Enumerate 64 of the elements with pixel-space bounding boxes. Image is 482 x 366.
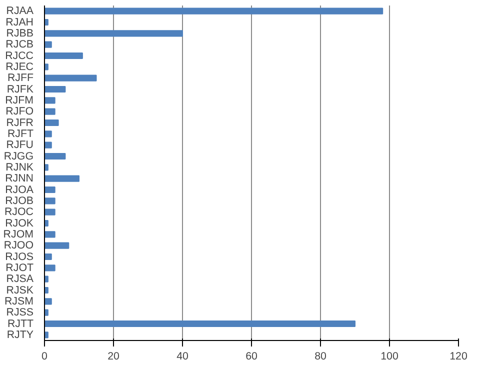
bar bbox=[44, 242, 70, 249]
bar bbox=[44, 208, 56, 216]
x-tick-label: 100 bbox=[380, 350, 398, 362]
y-tick-label: RJOA bbox=[5, 184, 34, 196]
bar bbox=[44, 264, 56, 272]
y-tick-label: RJFR bbox=[6, 116, 34, 129]
bar bbox=[44, 130, 52, 138]
y-tick-label: RJFF bbox=[7, 72, 34, 84]
bar bbox=[44, 231, 56, 238]
y-tick-label: RJNK bbox=[6, 161, 34, 174]
y-tick-label: RJCC bbox=[5, 50, 34, 62]
x-tick-label: 120 bbox=[450, 350, 468, 362]
y-tick-label: RJFU bbox=[6, 139, 34, 152]
bar bbox=[44, 253, 52, 260]
bar bbox=[44, 152, 66, 160]
y-tick-label: RJOS bbox=[5, 250, 34, 263]
y-tick-label: RJTY bbox=[6, 328, 34, 341]
bar bbox=[44, 8, 384, 14]
y-tick-label: RJOC bbox=[4, 206, 34, 218]
y-tick-label: RJFK bbox=[6, 83, 34, 96]
bar bbox=[44, 30, 183, 37]
x-tick-label: 80 bbox=[314, 350, 326, 362]
bar bbox=[44, 198, 56, 204]
y-tick-label: RJOB bbox=[5, 194, 34, 207]
x-tick-label: 60 bbox=[246, 350, 258, 362]
x-tick-label: 20 bbox=[108, 350, 120, 362]
y-tick-label: RJTT bbox=[7, 318, 34, 330]
y-tick-label: RJGG bbox=[4, 150, 34, 162]
bar bbox=[44, 175, 80, 182]
bar bbox=[44, 64, 48, 70]
y-tick-label: RJFO bbox=[6, 106, 34, 118]
y-tick-label: RJAA bbox=[6, 5, 34, 18]
y-tick-label: RJFM bbox=[5, 94, 34, 106]
bar bbox=[44, 41, 52, 48]
y-tick-label: RJAH bbox=[6, 16, 34, 28]
bar bbox=[44, 164, 48, 171]
y-tick-label: RJCB bbox=[6, 38, 34, 51]
bar bbox=[44, 52, 83, 60]
y-tick-label: RJSK bbox=[6, 284, 34, 296]
y-tick-label: RJSS bbox=[6, 306, 34, 319]
y-tick-label: RJOK bbox=[5, 217, 34, 230]
x-tick-label: 0 bbox=[42, 350, 48, 362]
bar bbox=[44, 86, 66, 93]
bar bbox=[44, 97, 56, 104]
y-tick-label: RJEC bbox=[6, 60, 34, 73]
bar bbox=[44, 74, 97, 82]
y-tick-label: RJOM bbox=[3, 228, 34, 240]
bar bbox=[44, 309, 48, 316]
bar bbox=[44, 332, 48, 338]
bar bbox=[44, 298, 52, 305]
bar bbox=[44, 320, 356, 328]
y-tick-label: RJOT bbox=[6, 262, 34, 274]
y-tick-label: RJBB bbox=[6, 27, 34, 40]
y-tick-label: RJOO bbox=[4, 240, 34, 252]
y-tick-label: RJSA bbox=[6, 273, 34, 286]
bar bbox=[44, 119, 59, 126]
bar bbox=[44, 276, 48, 282]
y-tick-label: RJSM bbox=[4, 295, 34, 308]
y-tick-label: RJNN bbox=[5, 172, 34, 185]
y-tick-label: RJFT bbox=[7, 128, 34, 140]
bar bbox=[44, 186, 56, 194]
x-tick-label: 40 bbox=[176, 350, 188, 362]
bar bbox=[44, 108, 56, 115]
bar bbox=[44, 142, 52, 148]
